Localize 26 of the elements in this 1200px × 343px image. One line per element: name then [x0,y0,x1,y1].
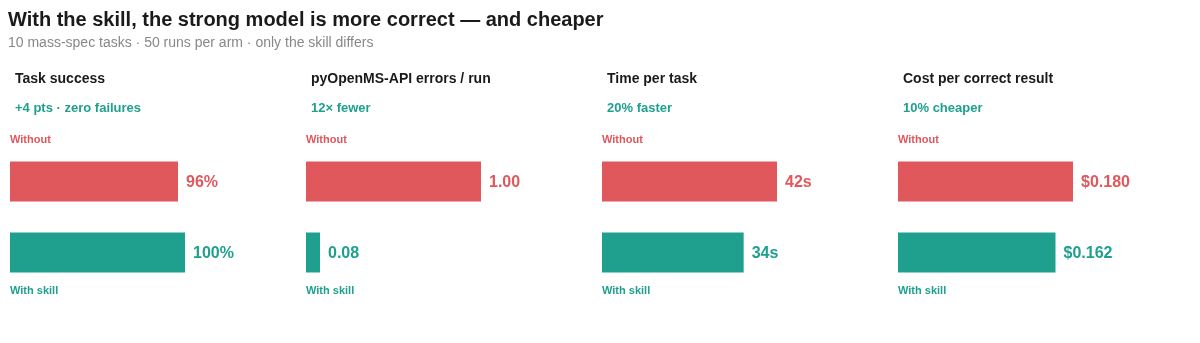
y-tick-label: Without [602,133,644,145]
text: 12× fewer [311,100,371,115]
y-tick-label: With skill [306,284,355,296]
text: 20% faster [607,100,673,115]
data-label: 34s [751,244,779,261]
data-label: 100% [193,244,234,261]
text: Time per task [607,70,698,86]
data-label: 0.08 [328,244,360,261]
y-tick-label: Without [306,133,348,145]
data-label: 96% [186,173,219,190]
data-label: $0.180 [1081,173,1131,190]
y-tick-label: With skill [602,284,651,296]
data-label: $0.162 [1063,244,1113,261]
y-tick-label: With skill [10,284,59,296]
text: pyOpenMS-API errors / run [311,70,491,86]
text: +4 pts · zero failures [15,100,142,115]
text: Cost per correct result [903,70,1054,86]
y-tick-label: Without [898,133,940,145]
data-label: 1.00 [489,173,521,190]
y-tick-label: Without [10,133,52,145]
text: 10% cheaper [903,100,983,115]
text: Task success [15,70,106,86]
data-label: 42s [785,173,812,190]
text: 10 mass-spec tasks · 50 runs per arm · only the skill differs [8,34,375,50]
y-tick-label: With skill [898,284,947,296]
text: With the skill, the strong model is more correct — and cheaper [8,8,605,31]
